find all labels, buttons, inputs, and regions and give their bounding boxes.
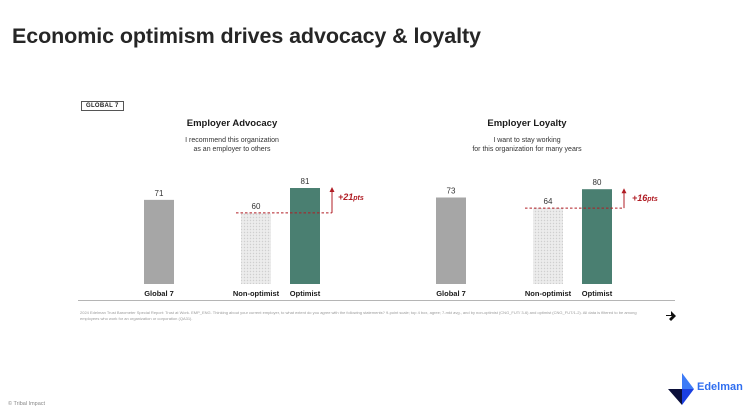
value-label: 60 <box>252 202 261 211</box>
bar-optimist <box>290 188 320 284</box>
chart-subtitle-loyalty: I want to stay working for this organiza… <box>472 136 581 154</box>
value-label: 71 <box>155 189 164 198</box>
category-label: Non-optimist <box>525 289 572 298</box>
category-label: Non-optimist <box>233 289 280 298</box>
value-label: 73 <box>447 186 456 195</box>
delta-label: +16pts <box>632 193 658 203</box>
chart-title-advocacy: Employer Advocacy <box>186 118 278 129</box>
chart-subtitle-advocacy: I recommend this organization as an empl… <box>185 136 279 154</box>
footnote: 2024 Edelman Trust Barometer Special Rep… <box>80 310 637 321</box>
advocacy-chart: 71 Global 7 60 Non-optimist 81 Optimist +21pts <box>144 177 364 298</box>
value-label: 81 <box>301 177 310 186</box>
subtitle-line: for this organization for many years <box>472 146 582 153</box>
subtitle-line: I want to stay working <box>493 137 561 144</box>
bar-optimist <box>582 189 612 284</box>
category-label: Global 7 <box>144 289 174 298</box>
category-label: Optimist <box>290 289 321 298</box>
edelman-logo-icon <box>668 373 694 405</box>
footnote-divider <box>78 300 675 301</box>
arrow-head-icon <box>621 188 627 194</box>
region-badge: GLOBAL 7 <box>81 101 124 111</box>
delta-unit: pts <box>646 196 658 203</box>
bar-non-optimist <box>241 212 271 284</box>
category-label: Optimist <box>582 289 613 298</box>
delta-value: +21 <box>338 192 353 202</box>
subtitle-line: as an employer to others <box>193 146 271 153</box>
delta-value: +16 <box>632 193 648 203</box>
value-label: 80 <box>593 178 602 187</box>
brand-name: Edelman <box>697 381 743 393</box>
loyalty-chart: 73 Global 7 64 Non-optimist 80 Optimist +16pts <box>436 178 658 298</box>
value-label: 64 <box>544 197 553 206</box>
delta-unit: pts <box>352 195 364 202</box>
page-title: Economic optimism drives advocacy & loya… <box>12 24 481 48</box>
bar-global-7 <box>436 197 466 284</box>
category-label: Global 7 <box>436 289 466 298</box>
subtitle-line: I recommend this organization <box>185 137 279 144</box>
bar-non-optimist <box>533 208 563 284</box>
chart-title-loyalty: Employer Loyalty <box>487 118 567 129</box>
arrow-head-icon <box>329 187 335 193</box>
copyright: © Tribal Impact <box>8 401 46 407</box>
bar-global-7 <box>144 199 174 284</box>
delta-label: +21pts <box>338 192 364 202</box>
next-arrow-icon[interactable] <box>664 310 678 322</box>
